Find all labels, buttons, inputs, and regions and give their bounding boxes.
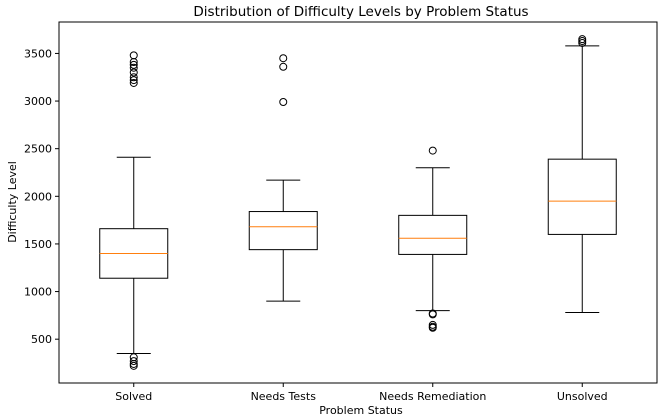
y-tick-label: 500 bbox=[31, 333, 52, 346]
y-tick-label: 2000 bbox=[24, 190, 52, 203]
box-group-3 bbox=[547, 35, 617, 314]
x-tick-label: Needs Tests bbox=[251, 390, 317, 403]
box-iqr bbox=[398, 214, 468, 255]
outlier-point bbox=[129, 78, 138, 87]
x-axis-label: Problem Status bbox=[319, 404, 403, 417]
y-tick-label: 1000 bbox=[24, 286, 52, 299]
outlier-point bbox=[129, 357, 138, 366]
outlier-point bbox=[129, 63, 138, 72]
box-iqr bbox=[248, 211, 318, 251]
x-tick-label: Unsolved bbox=[557, 390, 608, 403]
box-group-0 bbox=[99, 51, 169, 370]
x-tick-label: Needs Remediation bbox=[379, 390, 486, 403]
plot-area bbox=[58, 21, 658, 384]
outlier-point bbox=[578, 38, 587, 47]
y-tick-label: 1500 bbox=[24, 238, 52, 251]
outlier-point bbox=[428, 146, 437, 155]
chart-title: Distribution of Difficulty Levels by Pro… bbox=[193, 4, 528, 20]
y-tick-label: 2500 bbox=[24, 143, 52, 156]
x-axis: Solved Needs Tests Needs Remediation Unsolv… bbox=[115, 383, 608, 403]
y-axis-label: Difficulty Level bbox=[6, 161, 19, 243]
box-group-1 bbox=[248, 54, 318, 302]
outlier-point bbox=[129, 76, 138, 85]
outlier-point bbox=[129, 60, 138, 69]
outlier-point bbox=[279, 98, 288, 107]
outlier-point bbox=[129, 68, 138, 77]
outlier-point bbox=[129, 73, 138, 82]
outlier-point bbox=[129, 51, 138, 60]
outlier-point bbox=[428, 323, 437, 332]
outlier-point bbox=[129, 361, 138, 370]
outlier-point bbox=[129, 58, 138, 67]
y-tick-label: 3500 bbox=[24, 47, 52, 60]
y-axis: 500 1000 1500 2000 2500 3000 3500 bbox=[24, 47, 59, 346]
outlier-point bbox=[428, 310, 437, 319]
plot-frame bbox=[58, 21, 658, 384]
outlier-point bbox=[279, 54, 288, 63]
box-iqr bbox=[547, 158, 617, 235]
outlier-point bbox=[279, 62, 288, 71]
box-group-2 bbox=[398, 146, 468, 332]
x-tick-label: Solved bbox=[115, 390, 152, 403]
y-tick-label: 3000 bbox=[24, 95, 52, 108]
